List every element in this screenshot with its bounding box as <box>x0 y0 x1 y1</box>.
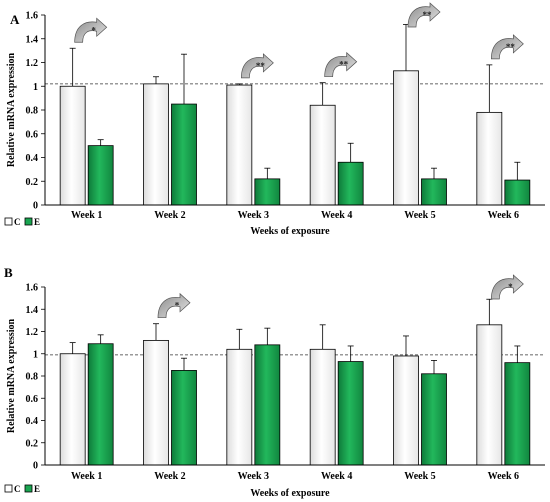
legend: C E <box>4 217 40 227</box>
bar-c <box>143 83 169 206</box>
bar-c <box>393 70 419 206</box>
bar-e <box>87 145 114 206</box>
x-tick-label: Week 1 <box>71 210 102 221</box>
x-tick-label: Week 2 <box>154 471 185 482</box>
x-tick-label: Week 5 <box>404 210 435 221</box>
bar-c <box>476 324 503 466</box>
y-axis-label: Relative mRNA expression <box>6 318 17 433</box>
arrow-shape <box>407 2 441 28</box>
significance-label: * <box>508 282 513 292</box>
bar-e <box>421 178 447 206</box>
curved-arrow-icon: ** <box>490 34 524 60</box>
x-tick-label: Week 6 <box>488 210 519 221</box>
bar-e <box>254 344 281 466</box>
bar-c <box>226 348 253 466</box>
panel-label: A <box>10 12 20 27</box>
y-tick-label: 0.6 <box>26 129 39 140</box>
y-tick-label: 1.4 <box>26 34 39 45</box>
y-tick-label: 1.6 <box>26 11 39 22</box>
y-tick-label: 1.6 <box>26 283 39 294</box>
bar-e <box>337 161 364 206</box>
significance-label: * <box>91 25 96 35</box>
arrow-shape <box>490 274 524 300</box>
bar-c <box>59 353 86 466</box>
curved-arrow-icon: ** <box>324 51 358 78</box>
x-tick-label: Week 3 <box>238 210 269 221</box>
panel-label: B <box>4 265 13 280</box>
bar-e <box>504 179 531 206</box>
x-tick-label: Week 3 <box>238 471 269 482</box>
y-tick-label: 0.8 <box>26 106 39 117</box>
arrow-shape <box>157 292 191 319</box>
significance-label: ** <box>506 42 516 52</box>
curved-arrow-icon: * <box>490 274 524 300</box>
bar-c <box>393 355 419 466</box>
arrow-shape <box>490 34 524 60</box>
curved-arrow-icon: ** <box>407 2 441 28</box>
arrow-shape <box>74 17 108 43</box>
bar-e <box>421 373 447 466</box>
x-tick-label: Week 2 <box>154 210 185 221</box>
y-tick-label: 1 <box>33 82 38 93</box>
significance-label: * <box>175 301 180 311</box>
bar-c <box>143 339 169 466</box>
panel-a: A Relative mRNA expression Weeks of expo… <box>4 2 545 237</box>
legend-label-e: E <box>34 484 40 494</box>
bar-e <box>254 178 281 206</box>
x-tick-label: Week 6 <box>488 471 519 482</box>
legend-swatch-c <box>4 217 13 226</box>
bar-e <box>337 361 364 466</box>
y-tick-label: 1 <box>33 349 38 360</box>
curved-arrow-icon: * <box>74 17 108 43</box>
y-tick-label: 0 <box>33 461 38 472</box>
curved-arrow-icon: ** <box>240 53 274 79</box>
x-tick-label: Week 5 <box>404 471 435 482</box>
arrow-shape <box>324 51 358 78</box>
legend-label-e: E <box>34 217 40 227</box>
y-tick-label: 1.2 <box>26 327 39 338</box>
y-tick-label: 0.2 <box>26 177 39 188</box>
x-tick-label: Week 4 <box>321 210 352 221</box>
legend-label-c: C <box>14 484 21 494</box>
bar-c <box>476 111 503 206</box>
significance-label: ** <box>256 61 265 71</box>
y-tick-label: 1.4 <box>26 305 39 316</box>
y-tick-label: 0.2 <box>26 438 39 449</box>
bar-c <box>309 348 336 466</box>
legend: C E <box>4 484 40 494</box>
y-tick-label: 0 <box>33 201 38 212</box>
y-tick-label: 0.4 <box>26 153 39 164</box>
bar-c <box>309 104 336 206</box>
bar-c <box>226 84 253 206</box>
bar-c <box>59 85 86 206</box>
y-axis-label: Relative mRNA expression <box>6 52 17 167</box>
panel-b: B Relative mRNA expression Weeks of expo… <box>4 265 545 499</box>
arrow-shape <box>240 53 274 79</box>
x-tick-label: Week 4 <box>321 471 352 482</box>
legend-swatch-e <box>24 217 33 226</box>
significance-label: ** <box>423 10 433 20</box>
bar-e <box>87 343 114 466</box>
bar-e <box>171 370 197 466</box>
legend-label-c: C <box>14 217 21 227</box>
significance-label: ** <box>339 60 349 70</box>
x-tick-label: Week 1 <box>71 471 102 482</box>
x-axis-label: Weeks of exposure <box>250 226 330 237</box>
y-tick-label: 0.6 <box>26 394 39 405</box>
legend-swatch-c <box>4 484 13 493</box>
y-tick-label: 1.2 <box>26 58 39 69</box>
y-tick-label: 0.4 <box>26 416 39 427</box>
bar-e <box>171 103 197 206</box>
x-axis-label: Weeks of exposure <box>250 488 330 499</box>
curved-arrow-icon: * <box>157 292 191 319</box>
legend-swatch-e <box>24 484 33 493</box>
y-tick-label: 0.8 <box>26 372 39 383</box>
bar-e <box>504 362 531 466</box>
